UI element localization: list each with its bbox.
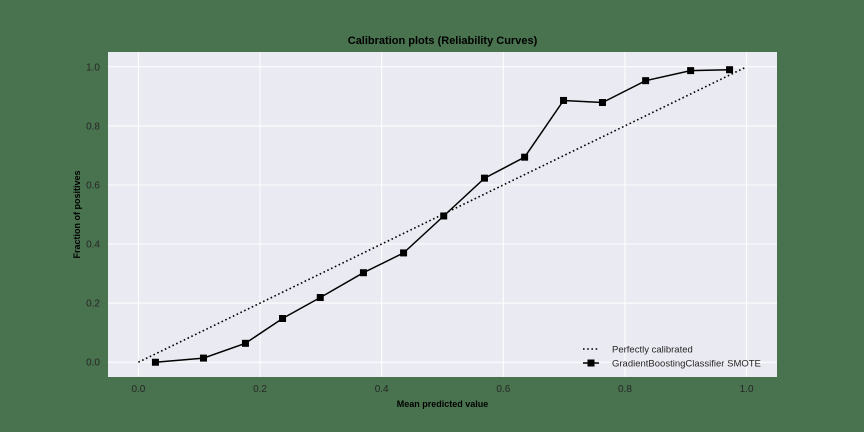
data-point-marker bbox=[316, 294, 324, 302]
y-tick-label: 1.0 bbox=[86, 62, 100, 73]
x-tick-label: 0.6 bbox=[496, 384, 510, 395]
data-point-marker bbox=[241, 339, 249, 347]
gridlines bbox=[108, 52, 777, 377]
data-point-marker bbox=[687, 67, 695, 75]
legend-label-perfectly-calibrated: Perfectly calibrated bbox=[612, 345, 693, 356]
data-point-marker bbox=[480, 174, 488, 182]
x-tick-label: 1.0 bbox=[740, 384, 754, 395]
data-point-marker bbox=[151, 358, 159, 366]
x-tick-label: 0.2 bbox=[253, 384, 267, 395]
y-tick-label: 0.8 bbox=[86, 121, 100, 132]
legend: Perfectly calibrated GradientBoostingCla… bbox=[583, 345, 761, 370]
y-axis-label: Fraction of positives bbox=[72, 170, 82, 258]
x-tick-label: 0.0 bbox=[131, 384, 145, 395]
x-tick-label: 0.4 bbox=[375, 384, 389, 395]
data-point-marker bbox=[199, 354, 207, 362]
perfect-calibration-line bbox=[138, 66, 747, 363]
data-point-marker bbox=[400, 249, 408, 257]
data-point-marker bbox=[440, 212, 448, 220]
data-series bbox=[138, 66, 747, 366]
x-axis-label: Mean predicted value bbox=[397, 399, 489, 409]
y-tick-label: 0.0 bbox=[86, 358, 100, 369]
y-tick-label: 0.2 bbox=[86, 299, 100, 310]
data-point-marker bbox=[521, 153, 529, 161]
legend-square-marker-icon bbox=[587, 359, 595, 367]
y-tick-label: 0.6 bbox=[86, 180, 100, 191]
chart-title: Calibration plots (Reliability Curves) bbox=[348, 35, 538, 47]
data-point-marker bbox=[279, 315, 287, 322]
data-point-marker bbox=[642, 77, 650, 85]
data-point-marker bbox=[598, 99, 606, 107]
data-point-marker bbox=[359, 269, 367, 277]
x-tick-label: 0.8 bbox=[618, 384, 632, 395]
data-point-marker bbox=[560, 96, 568, 104]
y-axis-ticks: 0.0 0.2 0.4 0.6 0.8 1.0 bbox=[86, 62, 100, 368]
data-point-marker bbox=[726, 66, 734, 74]
y-tick-label: 0.4 bbox=[86, 240, 100, 251]
x-axis-ticks: 0.0 0.2 0.4 0.6 0.8 1.0 bbox=[131, 384, 754, 395]
legend-label-gradient-boosting: GradientBoostingClassifier SMOTE bbox=[612, 359, 761, 370]
